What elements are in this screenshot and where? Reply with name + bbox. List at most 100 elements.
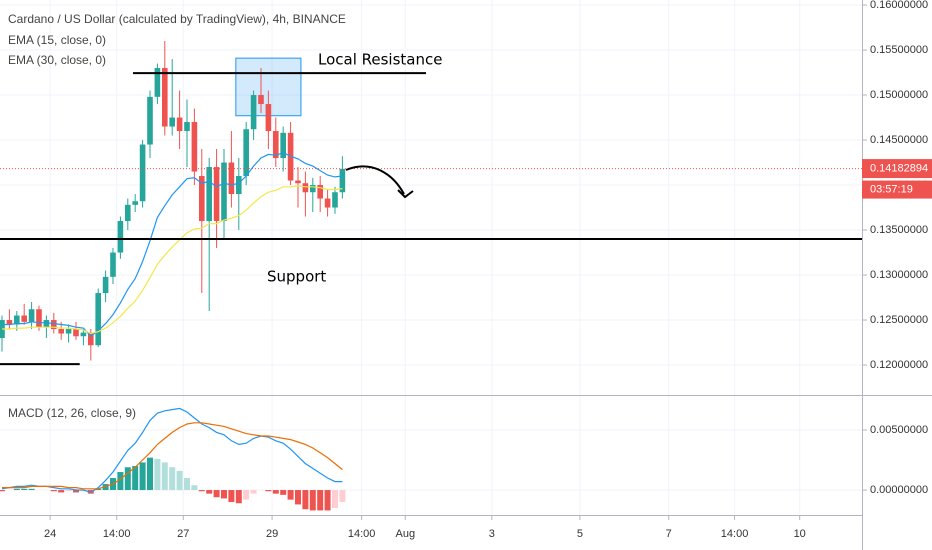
- histogram-bar: [80, 490, 87, 492]
- arrow-head: [397, 189, 414, 199]
- histogram-bar: [287, 490, 294, 500]
- candle-body: [117, 221, 124, 253]
- histogram-bar: [302, 490, 309, 510]
- histogram-bar: [183, 478, 190, 491]
- candle-body: [302, 183, 309, 193]
- candle-body: [228, 162, 235, 195]
- candle-body: [36, 309, 42, 328]
- histogram-bar: [191, 485, 198, 491]
- x-tick-label: 24: [44, 528, 56, 540]
- candle-body: [213, 167, 220, 222]
- candle-body: [339, 168, 346, 193]
- histogram-bar: [161, 462, 168, 491]
- candle-body: [50, 320, 57, 330]
- histogram-bar: [331, 490, 338, 509]
- y-tick-label: 0.00000000: [870, 484, 928, 496]
- histogram-bar: [65, 490, 72, 492]
- macd-title: MACD (12, 26, close, 9): [8, 406, 136, 420]
- histogram-bar: [272, 490, 279, 494]
- x-tick-label: 3: [489, 528, 495, 540]
- candle-body: [184, 122, 190, 132]
- histogram-bar: [139, 462, 146, 491]
- candle-body: [6, 320, 13, 325]
- candle-body: [332, 192, 338, 208]
- x-tick-label: 10: [794, 528, 806, 540]
- last-price-label: 0.14182894: [870, 162, 928, 174]
- x-tick-label: 29: [266, 528, 278, 540]
- x-tick-label: 14:00: [103, 528, 131, 540]
- histogram-bar: [198, 490, 205, 492]
- ema-line: [2, 151, 343, 338]
- y-tick-label: 0.13000000: [870, 269, 928, 281]
- x-tick-label: Aug: [395, 528, 415, 540]
- candle-body: [102, 276, 109, 294]
- candle-body: [198, 176, 205, 222]
- y-tick-label: 0.14500000: [870, 134, 928, 146]
- candle-body: [28, 309, 35, 322]
- histogram-bar: [72, 490, 79, 493]
- y-tick-label: 0.15000000: [870, 89, 928, 101]
- histogram-bar: [294, 490, 301, 505]
- histogram-bar: [124, 467, 131, 491]
- histogram-bar: [324, 490, 331, 511]
- candle-body: [139, 144, 146, 202]
- candle-body: [258, 95, 264, 105]
- histogram-bar: [154, 458, 161, 491]
- histogram-bar: [280, 490, 287, 495]
- axes: 24 14:00 27 29 14:00 Aug 3 5 7 14:00 10 0.12000000 0…: [44, 0, 932, 540]
- histogram-bar: [169, 467, 176, 491]
- candle-body: [309, 185, 316, 193]
- y-tick-label: 0.12500000: [870, 314, 928, 326]
- candle-body: [87, 332, 94, 346]
- histogram-bar: [309, 490, 316, 511]
- x-tick-label: 14:00: [721, 528, 749, 540]
- candle-body: [124, 204, 131, 222]
- candle-body: [191, 122, 198, 172]
- y-tick-label: 0.12000000: [870, 359, 928, 371]
- histogram-bar: [58, 490, 65, 493]
- histogram-bar: [28, 488, 35, 491]
- candle-body: [80, 332, 87, 337]
- support-label: Support: [267, 268, 326, 286]
- candle-body: [295, 180, 301, 184]
- marks: [0, 41, 862, 511]
- candle-body: [265, 104, 272, 132]
- histogram-bar: [176, 470, 183, 491]
- y-tick-label: 0.00500000: [870, 424, 928, 436]
- histogram-bar: [235, 490, 242, 504]
- histogram-bar: [102, 484, 109, 491]
- histogram-bar: [213, 490, 220, 498]
- y-tick-label: 0.16000000: [870, 0, 928, 11]
- grid: [0, 0, 862, 515]
- candle-body: [206, 167, 212, 222]
- candle-body: [161, 68, 168, 127]
- candle-body: [154, 68, 161, 97]
- macd-line: [2, 422, 343, 490]
- histogram-bar: [146, 457, 153, 491]
- x-tick-label: 14:00: [348, 528, 376, 540]
- countdown-label: 03:57:19: [870, 183, 913, 195]
- candle-body: [21, 315, 27, 322]
- histogram-bar: [0, 490, 5, 492]
- histogram-bar: [117, 472, 124, 491]
- candle-body: [324, 198, 331, 208]
- candle-body: [243, 129, 249, 177]
- histogram-bar: [50, 490, 57, 492]
- candle-body: [110, 252, 116, 277]
- x-tick-label: 7: [666, 528, 672, 540]
- y-tick-label: 0.15500000: [870, 44, 928, 56]
- candle-body: [221, 162, 227, 222]
- histogram-bar: [265, 490, 272, 492]
- histogram-bar: [228, 490, 235, 503]
- histogram-bar: [250, 490, 257, 494]
- histogram-bar: [339, 490, 346, 503]
- histogram-bar: [21, 488, 28, 491]
- candle-body: [169, 117, 175, 127]
- candle-body: [58, 329, 64, 334]
- histogram-bar: [243, 490, 250, 500]
- histogram-bar: [220, 490, 227, 499]
- ema-line: [2, 185, 343, 335]
- candle-body: [272, 131, 279, 159]
